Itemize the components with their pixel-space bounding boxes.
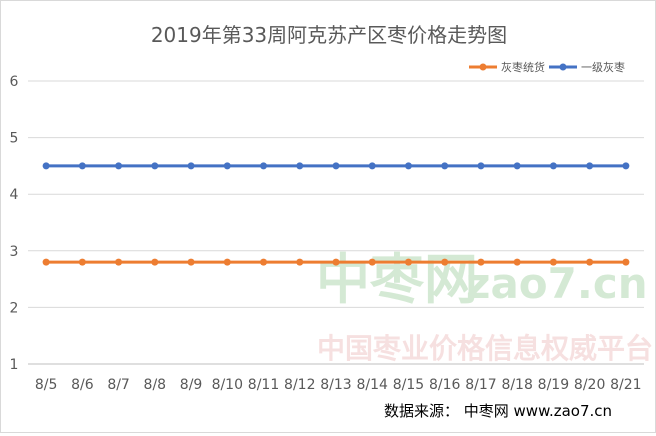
y-tick-label: 6 — [10, 74, 19, 90]
data-point — [115, 258, 123, 266]
watermark-slogan: 中国枣业价格信息权威平台 — [317, 332, 653, 365]
legend: 灰枣统货 一级灰枣 — [469, 60, 625, 74]
legend-label: 灰枣统货 — [501, 60, 545, 74]
y-tick-label: 5 — [10, 131, 19, 147]
data-point — [296, 258, 304, 266]
chart-title: 2019年第33周阿克苏产区枣价格走势图 — [151, 23, 507, 47]
data-point — [586, 258, 594, 266]
watermark-site: zao7.cn — [466, 259, 648, 308]
x-tick-label: 8/15 — [393, 377, 424, 393]
watermark: 中枣网 zao7.cn 中国枣业价格信息权威平台 — [316, 248, 653, 365]
x-tick-label: 8/11 — [248, 377, 279, 393]
data-point — [187, 162, 195, 170]
x-tick-label: 8/19 — [538, 377, 569, 393]
data-point — [513, 162, 521, 170]
x-tick-label: 8/6 — [71, 377, 94, 393]
x-axis-ticks: 8/5 8/6 8/7 8/8 8/9 8/10 8/11 8/12 8/13 8/14 8/15 8… — [35, 377, 642, 393]
y-tick-label: 2 — [10, 300, 19, 316]
data-point — [42, 162, 50, 170]
data-point — [441, 162, 449, 170]
x-tick-label: 8/12 — [284, 377, 315, 393]
data-point — [368, 162, 376, 170]
x-tick-label: 8/18 — [501, 377, 532, 393]
data-point — [260, 258, 268, 266]
legend-marker — [559, 63, 567, 71]
x-tick-label: 8/17 — [465, 377, 496, 393]
data-point — [477, 258, 485, 266]
legend-item: 一级灰枣 — [549, 60, 625, 74]
data-point — [260, 162, 268, 170]
data-point — [151, 162, 159, 170]
data-point — [586, 162, 594, 170]
x-tick-label: 8/13 — [320, 377, 351, 393]
legend-label: 一级灰枣 — [581, 60, 625, 74]
data-point — [549, 162, 557, 170]
data-point — [332, 162, 340, 170]
series-group — [42, 162, 630, 266]
series-2 — [42, 162, 630, 170]
legend-item: 灰枣统货 — [469, 60, 545, 74]
y-tick-label: 4 — [10, 187, 19, 203]
series-1 — [42, 258, 630, 266]
data-point — [622, 162, 630, 170]
data-point — [549, 258, 557, 266]
x-tick-label: 8/20 — [574, 377, 605, 393]
data-point — [296, 162, 304, 170]
data-point — [404, 162, 412, 170]
data-point — [404, 258, 412, 266]
x-tick-label: 8/5 — [35, 377, 58, 393]
data-point — [223, 258, 231, 266]
watermark-logo: 中枣网 — [316, 248, 478, 311]
x-tick-label: 8/21 — [610, 377, 641, 393]
data-point — [78, 258, 86, 266]
legend-marker — [479, 63, 487, 71]
y-tick-label: 3 — [10, 244, 19, 260]
x-tick-label: 8/7 — [107, 377, 130, 393]
data-point — [332, 258, 340, 266]
x-tick-label: 8/10 — [212, 377, 243, 393]
x-tick-label: 8/9 — [180, 377, 203, 393]
data-point — [441, 258, 449, 266]
source-note: 数据来源： 中枣网 www.zao7.cn — [384, 402, 612, 420]
y-axis-ticks: 1 2 3 4 5 6 — [10, 74, 19, 373]
data-point — [42, 258, 50, 266]
data-point — [513, 258, 521, 266]
data-point — [223, 162, 231, 170]
y-tick-label: 1 — [10, 357, 19, 373]
data-point — [78, 162, 86, 170]
x-tick-label: 8/16 — [429, 377, 461, 393]
gridlines — [28, 80, 644, 365]
x-tick-label: 8/8 — [144, 377, 167, 393]
data-point — [622, 258, 630, 266]
data-point — [115, 162, 123, 170]
data-point — [187, 258, 195, 266]
x-tick-label: 8/14 — [357, 377, 389, 393]
data-point — [151, 258, 159, 266]
data-point — [477, 162, 485, 170]
data-point — [368, 258, 376, 266]
